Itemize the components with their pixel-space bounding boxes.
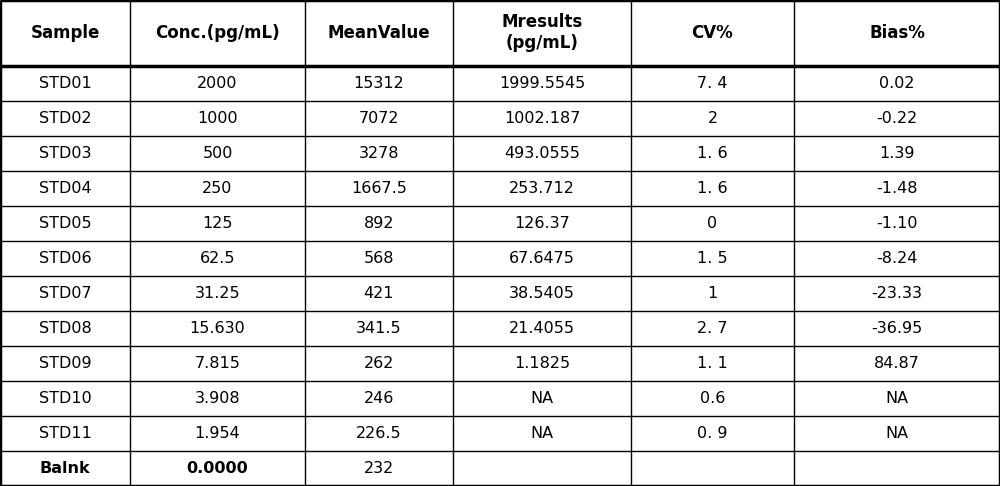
Text: -8.24: -8.24 <box>876 251 918 266</box>
Text: 0.6: 0.6 <box>700 391 725 406</box>
Text: 0. 9: 0. 9 <box>697 426 728 441</box>
Text: 3278: 3278 <box>359 146 399 161</box>
Text: 7072: 7072 <box>359 111 399 126</box>
Text: NA: NA <box>885 426 909 441</box>
Text: 1. 5: 1. 5 <box>697 251 728 266</box>
Text: STD02: STD02 <box>39 111 91 126</box>
Text: STD11: STD11 <box>39 426 91 441</box>
Text: 21.4055: 21.4055 <box>509 321 575 336</box>
Text: 15.630: 15.630 <box>190 321 245 336</box>
Text: 31.25: 31.25 <box>195 286 240 301</box>
Text: 500: 500 <box>202 146 233 161</box>
Text: 2. 7: 2. 7 <box>697 321 728 336</box>
Text: 125: 125 <box>202 216 233 231</box>
Text: STD07: STD07 <box>39 286 91 301</box>
Text: 1667.5: 1667.5 <box>351 181 407 196</box>
Text: 250: 250 <box>202 181 233 196</box>
Text: 421: 421 <box>364 286 394 301</box>
Text: Bias%: Bias% <box>869 24 925 42</box>
Text: 253.712: 253.712 <box>509 181 575 196</box>
Text: 62.5: 62.5 <box>200 251 235 266</box>
Text: 1. 6: 1. 6 <box>697 146 728 161</box>
Text: 38.5405: 38.5405 <box>509 286 575 301</box>
Text: 1. 6: 1. 6 <box>697 181 728 196</box>
Text: 1002.187: 1002.187 <box>504 111 580 126</box>
Text: 0.02: 0.02 <box>879 76 915 90</box>
Text: 7.815: 7.815 <box>195 356 240 371</box>
Text: STD04: STD04 <box>39 181 91 196</box>
Text: 892: 892 <box>364 216 394 231</box>
Text: 2: 2 <box>707 111 718 126</box>
Text: CV%: CV% <box>692 24 733 42</box>
Text: STD05: STD05 <box>39 216 91 231</box>
Text: Conc.(pg/mL): Conc.(pg/mL) <box>155 24 280 42</box>
Text: Mresults
(pg/mL): Mresults (pg/mL) <box>501 14 583 52</box>
Text: 1. 1: 1. 1 <box>697 356 728 371</box>
Text: 2000: 2000 <box>197 76 238 90</box>
Text: 232: 232 <box>364 461 394 476</box>
Text: 0: 0 <box>707 216 718 231</box>
Text: 67.6475: 67.6475 <box>509 251 575 266</box>
Text: 3.908: 3.908 <box>195 391 240 406</box>
Text: Balnk: Balnk <box>40 461 90 476</box>
Text: 493.0555: 493.0555 <box>504 146 580 161</box>
Text: 1: 1 <box>707 286 718 301</box>
Text: 1.1825: 1.1825 <box>514 356 570 371</box>
Text: 246: 246 <box>364 391 394 406</box>
Text: -36.95: -36.95 <box>871 321 923 336</box>
Text: 1999.5545: 1999.5545 <box>499 76 585 90</box>
Text: NA: NA <box>885 391 909 406</box>
Text: STD08: STD08 <box>39 321 91 336</box>
Text: 15312: 15312 <box>354 76 404 90</box>
Text: NA: NA <box>530 426 554 441</box>
Text: 1.954: 1.954 <box>195 426 240 441</box>
Text: STD03: STD03 <box>39 146 91 161</box>
Text: 226.5: 226.5 <box>356 426 402 441</box>
Text: 1.39: 1.39 <box>879 146 915 161</box>
Text: -23.33: -23.33 <box>872 286 922 301</box>
Text: STD01: STD01 <box>39 76 91 90</box>
Text: 0.0000: 0.0000 <box>187 461 248 476</box>
Text: 84.87: 84.87 <box>874 356 920 371</box>
Text: 568: 568 <box>364 251 394 266</box>
Text: 341.5: 341.5 <box>356 321 402 336</box>
Text: -1.10: -1.10 <box>876 216 918 231</box>
Text: 126.37: 126.37 <box>514 216 570 231</box>
Text: Sample: Sample <box>30 24 100 42</box>
Text: 1000: 1000 <box>197 111 238 126</box>
Text: -0.22: -0.22 <box>876 111 918 126</box>
Text: -1.48: -1.48 <box>876 181 918 196</box>
Text: STD10: STD10 <box>39 391 91 406</box>
Text: MeanValue: MeanValue <box>328 24 430 42</box>
Text: 262: 262 <box>364 356 394 371</box>
Text: STD09: STD09 <box>39 356 91 371</box>
Text: STD06: STD06 <box>39 251 91 266</box>
Text: NA: NA <box>530 391 554 406</box>
Text: 7. 4: 7. 4 <box>697 76 728 90</box>
